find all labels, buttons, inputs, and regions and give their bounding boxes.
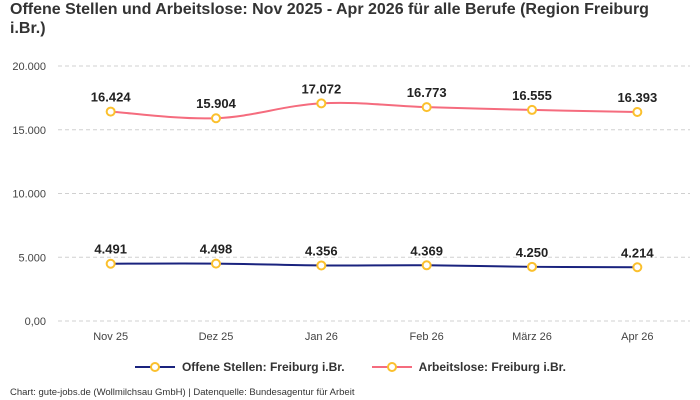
- chart-credits: Chart: gute-jobs.de (Wollmilchsau GmbH) …: [10, 387, 355, 398]
- data-point: [105, 106, 116, 117]
- data-point: [105, 258, 116, 269]
- data-label: 4.369: [410, 243, 443, 258]
- y-tick-label: 0,00: [25, 316, 46, 328]
- legend-symbol-arbeitslose: [371, 362, 412, 372]
- data-point: [211, 113, 221, 124]
- data-point: [632, 262, 643, 273]
- data-label: 4.498: [200, 242, 233, 257]
- series-line-0: [110, 262, 638, 269]
- x-tick-label: Nov 25: [93, 331, 128, 343]
- data-label: 4.491: [94, 242, 127, 257]
- x-tick-label: Feb 26: [410, 331, 444, 343]
- data-point: [316, 260, 327, 271]
- chart-title: Offene Stellen und Arbeitslose: Nov 2025…: [10, 1, 649, 37]
- y-tick-label: 20.000: [12, 61, 46, 73]
- legend-symbol-offene-stellen: [134, 362, 175, 372]
- data-point: [527, 104, 537, 115]
- data-point: [421, 102, 432, 113]
- x-tick-label: Jan 26: [305, 331, 338, 343]
- data-label: 16.424: [91, 90, 132, 105]
- x-tick-label: Dez 25: [199, 331, 234, 343]
- x-tick-label: Apr 26: [621, 331, 653, 343]
- data-label: 17.072: [301, 81, 341, 96]
- data-point: [316, 98, 327, 109]
- data-label: 4.356: [305, 243, 338, 258]
- legend-item-arbeitslose[interactable]: Arbeitslose: Freiburg i.Br.: [371, 360, 566, 374]
- data-labels: 4.491 4.498 4.356 4.369 4.250 4.214 16.424 15.9…: [89, 80, 658, 262]
- legend-label-arbeitslose: Arbeitslose: Freiburg i.Br.: [418, 360, 567, 374]
- legend: Offene Stellen: Freiburg i.Br. Arbeitslo…: [0, 360, 700, 374]
- y-tick-label: 5.000: [18, 252, 46, 264]
- data-label: 16.555: [512, 88, 552, 103]
- data-point: [421, 260, 432, 271]
- y-tick-label: 15.000: [12, 125, 46, 137]
- data-label: 16.393: [617, 90, 657, 105]
- data-label: 15.904: [196, 96, 237, 111]
- series-line-1: [110, 101, 638, 120]
- y-tick-label: 10.000: [12, 189, 46, 201]
- data-label: 4.214: [621, 245, 654, 260]
- legend-label-offene-stellen: Offene Stellen: Freiburg i.Br.: [181, 360, 345, 374]
- data-point: [527, 261, 537, 272]
- series-layer: [105, 98, 643, 273]
- data-label: 4.250: [516, 245, 549, 260]
- data-point: [632, 106, 643, 117]
- grid-layer: [58, 65, 690, 322]
- y-axis: 0,00 5.000 10.000 15.000 20.000: [12, 61, 46, 328]
- data-point: [211, 258, 221, 269]
- x-tick-label: März 26: [512, 331, 552, 343]
- data-label: 16.773: [407, 85, 447, 100]
- legend-item-offene-stellen[interactable]: Offene Stellen: Freiburg i.Br.: [134, 360, 345, 374]
- x-axis: Nov 25 Dez 25 Jan 26 Feb 26 März 26 Apr 26: [93, 331, 653, 343]
